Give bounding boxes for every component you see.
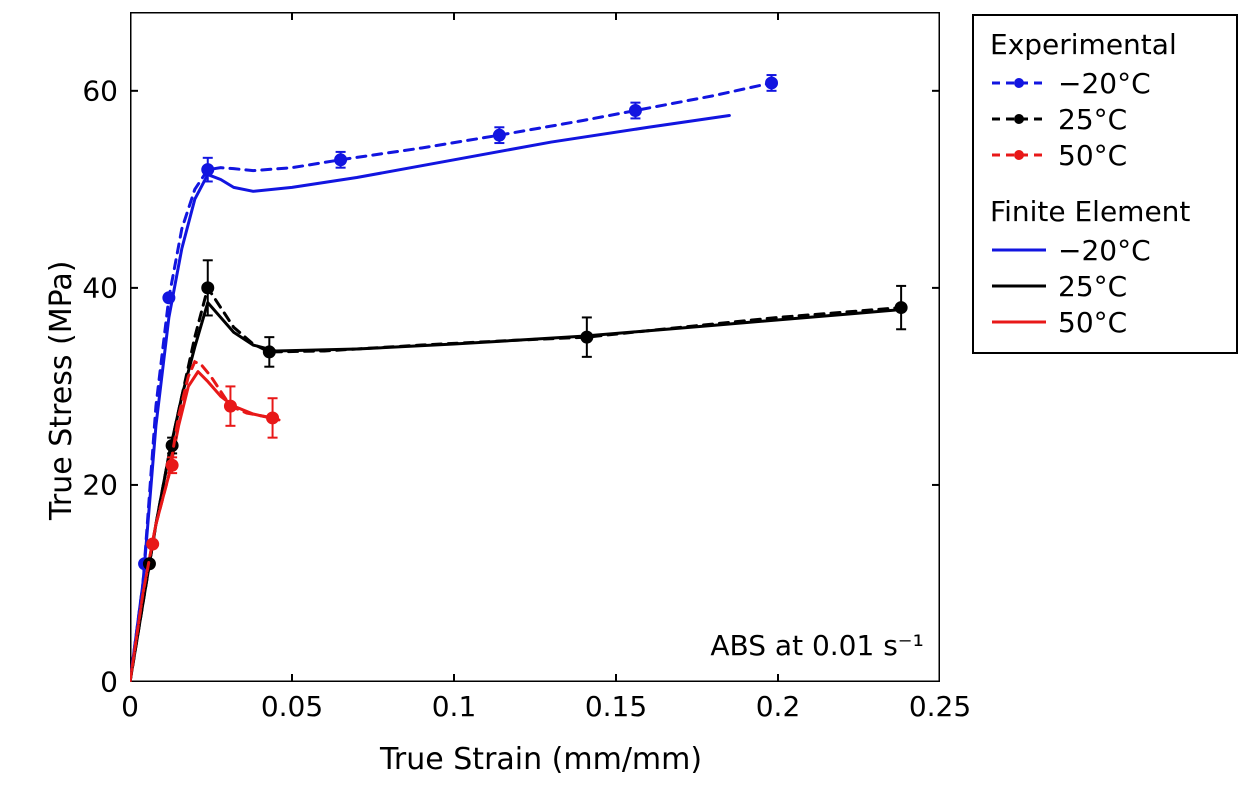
legend-item: 25°C [990,101,1220,137]
legend-item: 25°C [990,268,1220,304]
x-tick-label: 0 [121,690,139,723]
y-tick-label: 20 [82,468,118,501]
y-axis-label: True Stress (MPa) [44,261,79,520]
plot-area [130,12,940,682]
legend-label: 50°C [1058,306,1127,339]
legend-item: 50°C [990,137,1220,173]
legend-item: 50°C [990,304,1220,340]
x-tick-label: 0.2 [756,690,801,723]
x-tick-label: 0.05 [261,690,323,723]
x-axis-label: True Strain (mm/mm) [380,742,702,777]
legend-swatch [990,276,1048,296]
x-tick-label: 0.25 [909,690,971,723]
plot-annotation: ABS at 0.01 s⁻¹ [710,629,923,662]
figure: True Stress (MPa) True Strain (mm/mm) 00… [0,0,1250,790]
legend-label: −20°C [1058,67,1151,100]
legend-label: 50°C [1058,139,1127,172]
legend-item: −20°C [990,65,1220,101]
y-tick-label: 60 [82,74,118,107]
legend-swatch [990,312,1048,332]
legend-label: 25°C [1058,270,1127,303]
y-tick-label: 0 [100,666,118,699]
legend-swatch [990,145,1048,165]
legend: Experimental−20°C25°C50°CFinite Element−… [972,14,1238,354]
legend-label: 25°C [1058,103,1127,136]
legend-swatch [990,73,1048,93]
legend-group-title: Experimental [990,28,1220,61]
x-tick-label: 0.1 [432,690,477,723]
x-tick-label: 0.15 [585,690,647,723]
legend-label: −20°C [1058,234,1151,267]
legend-group-title: Finite Element [990,195,1220,228]
legend-swatch [990,109,1048,129]
legend-swatch [990,240,1048,260]
y-tick-label: 40 [82,271,118,304]
legend-item: −20°C [990,232,1220,268]
